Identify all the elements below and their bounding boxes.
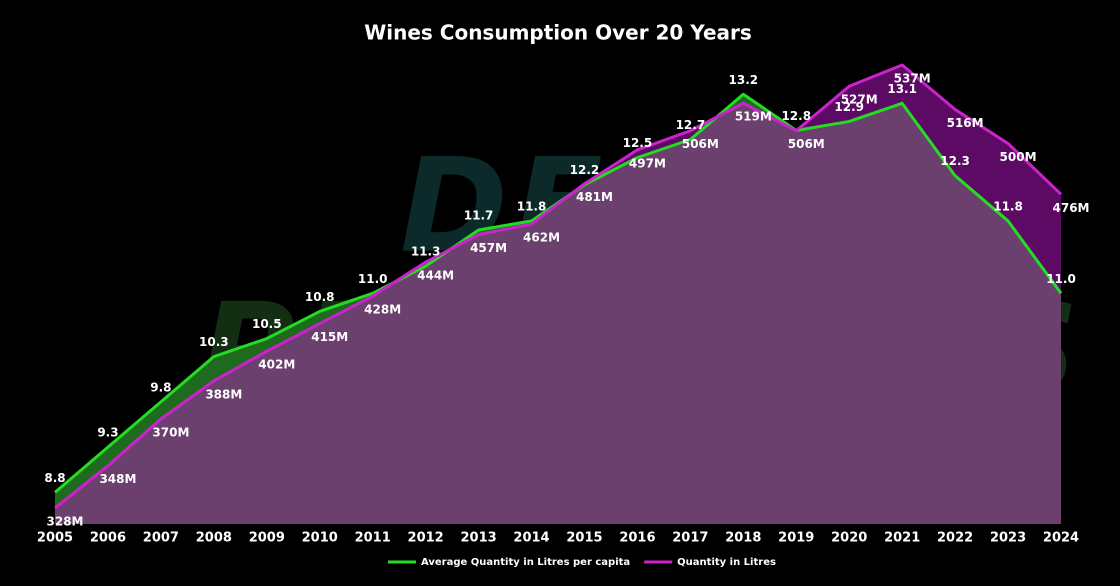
x-tick-label: 2012 (408, 531, 444, 546)
data-label: 481M (576, 190, 613, 204)
chart-title: Wines Consumption Over 20 Years (364, 21, 752, 45)
data-label: 13.2 (729, 73, 759, 87)
data-label: 12.5 (623, 136, 653, 150)
legend-label: Quantity in Litres (677, 557, 776, 568)
data-label: 444M (417, 269, 454, 283)
legend-label: Average Quantity in Litres per capita (421, 557, 630, 568)
x-tick-label: 2006 (90, 531, 126, 546)
data-label: 328M (47, 515, 84, 529)
data-label: 12.7 (676, 118, 706, 132)
x-tick-label: 2009 (249, 531, 285, 546)
data-label: 8.8 (44, 471, 65, 485)
area-overlap (55, 94, 1061, 524)
data-label: 428M (364, 303, 401, 317)
x-tick-label: 2016 (619, 531, 655, 546)
data-label: 12.3 (940, 154, 970, 168)
data-label: 12.9 (834, 100, 864, 114)
x-tick-label: 2020 (831, 531, 867, 546)
data-label: 370M (152, 426, 189, 440)
x-tick-label: 2007 (143, 531, 179, 546)
x-tick-label: 2014 (513, 531, 549, 546)
x-tick-label: 2017 (672, 531, 708, 546)
data-label: 527M (841, 93, 878, 107)
data-label: 10.5 (252, 317, 282, 331)
x-tick-label: 2024 (1043, 531, 1079, 546)
data-label: 11.0 (1046, 272, 1076, 286)
x-tick-label: 2005 (37, 531, 73, 546)
data-label: 11.3 (411, 245, 441, 259)
data-label: 457M (470, 241, 507, 255)
data-label: 500M (1000, 150, 1037, 164)
data-label: 10.3 (199, 335, 229, 349)
data-label: 12.2 (570, 163, 600, 177)
data-label: 9.3 (97, 426, 118, 440)
x-tick-label: 2023 (990, 531, 1026, 546)
data-label: 497M (629, 156, 666, 170)
data-label: 415M (311, 330, 348, 344)
data-label: 537M (894, 72, 931, 86)
data-label: 9.8 (150, 380, 171, 394)
x-tick-label: 2018 (725, 531, 761, 546)
x-tick-label: 2021 (884, 531, 920, 546)
data-label: 11.8 (993, 199, 1023, 213)
x-tick-label: 2008 (196, 531, 232, 546)
x-tick-label: 2010 (302, 531, 338, 546)
data-label: 10.8 (305, 290, 335, 304)
data-label: 348M (99, 472, 136, 486)
x-tick-label: 2019 (778, 531, 814, 546)
x-tick-label: 2011 (355, 531, 391, 546)
data-label: 12.8 (781, 109, 811, 123)
x-tick-label: 2015 (566, 531, 602, 546)
data-label: 388M (205, 387, 242, 401)
data-label: 11.8 (517, 199, 547, 213)
data-label: 519M (735, 110, 772, 124)
data-label: 506M (682, 137, 719, 151)
data-label: 506M (788, 137, 825, 151)
data-label: 402M (258, 358, 295, 372)
data-label: 11.7 (464, 208, 494, 222)
data-label: 516M (947, 116, 984, 130)
line (54, 63, 1063, 510)
x-tick-label: 2022 (937, 531, 973, 546)
x-tick-label: 2013 (460, 531, 496, 546)
data-label: 13.1 (887, 82, 917, 96)
data-label: 476M (1053, 201, 1090, 215)
data-label: 462M (523, 231, 560, 245)
data-label: 11.0 (358, 272, 388, 286)
